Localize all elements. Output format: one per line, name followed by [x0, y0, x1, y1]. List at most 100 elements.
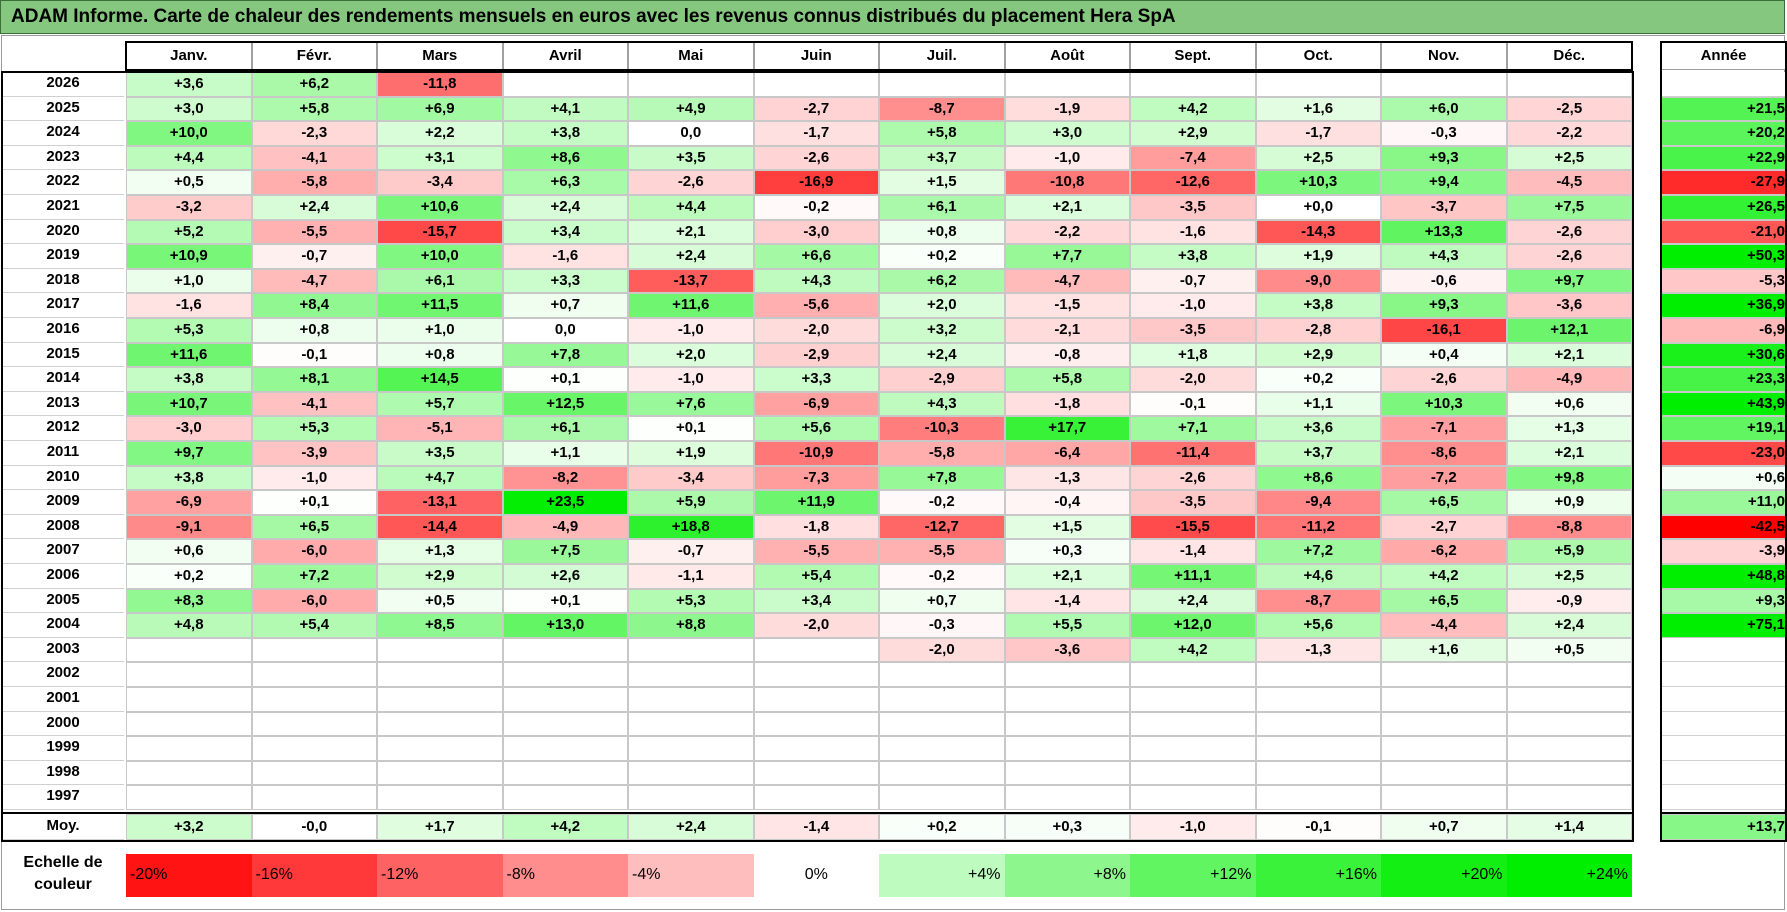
heatmap-cell: +1,9 [628, 441, 754, 466]
average-cell: -1,4 [753, 814, 879, 840]
heatmap-cell: +10,6 [377, 195, 503, 220]
annual-cell: -23,0 [1661, 441, 1786, 466]
average-cell: +4,2 [502, 814, 628, 840]
annual-cell: +36,9 [1661, 293, 1786, 318]
heatmap-cell [1255, 760, 1381, 786]
heatmap-cell: +2,4 [1130, 588, 1256, 614]
color-scale-swatch: +8% [1004, 854, 1130, 897]
year-label: 2016 [2, 318, 124, 343]
heatmap-cell: +9,3 [1381, 293, 1507, 318]
heatmap-cell [1381, 760, 1507, 786]
heatmap-cell: -5,5 [251, 219, 377, 245]
heatmap-cell: +6,2 [879, 268, 1005, 294]
annual-cell: +9,3 [1661, 588, 1786, 614]
year-label: 2014 [2, 367, 124, 392]
heatmap-cell [1004, 711, 1130, 737]
heatmap-cell: -0,7 [1130, 268, 1256, 294]
heatmap-cell: +1,5 [879, 170, 1005, 195]
heatmap-cell [377, 637, 503, 663]
heatmap-cell [502, 711, 628, 737]
heatmap-cell [628, 785, 754, 810]
heatmap-cell [126, 736, 252, 761]
heatmap-cell: -2,6 [753, 145, 879, 171]
heatmap-cell: -10,3 [879, 416, 1005, 441]
year-label: 2023 [2, 145, 124, 171]
heatmap-cell: -10,9 [753, 441, 879, 466]
heatmap-cell: +11,6 [126, 342, 252, 368]
heatmap-cell [1130, 711, 1256, 737]
heatmap-cell [879, 785, 1005, 810]
heatmap-cell: -3,2 [126, 195, 252, 220]
average-cell: +0,7 [1381, 814, 1507, 840]
heatmap-cell: +4,4 [126, 145, 252, 171]
heatmap-cell [1130, 736, 1256, 761]
heatmap-cell: +4,2 [1381, 564, 1507, 589]
month-header: Déc. [1506, 42, 1632, 70]
annual-cell: +48,8 [1661, 564, 1786, 589]
heatmap-cell: +0,9 [1506, 490, 1632, 515]
heatmap-cell: +6,1 [377, 268, 503, 294]
heatmap-cell [1004, 662, 1130, 687]
heatmap-cell: +3,2 [879, 318, 1005, 343]
month-header: Mai [628, 42, 754, 70]
heatmap-cell: -7,4 [1130, 145, 1256, 171]
heatmap-cell: -2,9 [753, 342, 879, 368]
heatmap-cell: -14,3 [1255, 219, 1381, 245]
heatmap-cell: +1,6 [1255, 96, 1381, 122]
heatmap-cell: +8,1 [251, 367, 377, 392]
heatmap-cell: +0,5 [377, 588, 503, 614]
average-cell: -1,0 [1130, 814, 1256, 840]
heatmap-cell [1506, 662, 1632, 687]
heatmap-cell: -1,7 [1255, 121, 1381, 146]
heatmap-cell: +0,6 [1506, 391, 1632, 417]
color-scale-swatch: +16% [1255, 854, 1381, 897]
heatmap-cell [1004, 785, 1130, 810]
heatmap-cell: +1,0 [377, 318, 503, 343]
heatmap-cell: -3,0 [126, 416, 252, 441]
heatmap-cell: +7,2 [251, 564, 377, 589]
heatmap-cell: -1,3 [1255, 637, 1381, 663]
color-scale-swatch: +20% [1381, 854, 1507, 897]
heatmap-cell: -12,7 [879, 514, 1005, 540]
heatmap-cell: +3,3 [753, 367, 879, 392]
heatmap-cell: +3,8 [1255, 293, 1381, 318]
heatmap-cell: +0,1 [251, 490, 377, 515]
year-label: 2021 [2, 195, 124, 220]
heatmap-cell: +2,5 [1506, 564, 1632, 589]
heatmap-cell: +8,6 [502, 145, 628, 171]
heatmap-cell [251, 711, 377, 737]
heatmap-cell: +5,9 [1506, 539, 1632, 564]
heatmap-cell: +0,7 [502, 293, 628, 318]
heatmap-cell: -3,7 [1381, 195, 1507, 220]
average-cell: -0,0 [251, 814, 377, 840]
heatmap-cell: +5,3 [126, 318, 252, 343]
average-cell: +1,7 [377, 814, 503, 840]
year-label: 2007 [2, 539, 124, 564]
heatmap-cell: -0,3 [879, 613, 1005, 638]
annual-cell: +22,9 [1661, 145, 1786, 171]
heatmap-cell: -4,1 [251, 145, 377, 171]
month-header: Mars [377, 42, 503, 70]
heatmap-cell [1506, 760, 1632, 786]
heatmap-cell: +2,5 [1255, 145, 1381, 171]
heatmap-cell: -2,6 [1130, 465, 1256, 491]
color-scale-swatch: +4% [879, 854, 1005, 897]
heatmap-cell: +12,0 [1130, 613, 1256, 638]
color-scale-swatch: -4% [628, 854, 754, 897]
year-label: 2020 [2, 219, 124, 245]
heatmap-cell: +23,5 [502, 490, 628, 515]
heatmap-cell: +6,5 [1381, 588, 1507, 614]
heatmap-cell [126, 785, 252, 810]
heatmap-cell: +2,9 [377, 564, 503, 589]
heatmap-cell: +3,8 [126, 367, 252, 392]
heatmap-cell [126, 711, 252, 737]
year-label: 2004 [2, 613, 124, 638]
heatmap-cell: +0,8 [251, 318, 377, 343]
heatmap-cell [251, 687, 377, 712]
heatmap-cell [628, 637, 754, 663]
heatmap-cell: -2,7 [753, 96, 879, 122]
annual-cell [1661, 662, 1786, 687]
year-label: 2018 [2, 268, 124, 294]
heatmap-cell: +7,8 [502, 342, 628, 368]
heatmap-cell: -2,5 [1506, 96, 1632, 122]
